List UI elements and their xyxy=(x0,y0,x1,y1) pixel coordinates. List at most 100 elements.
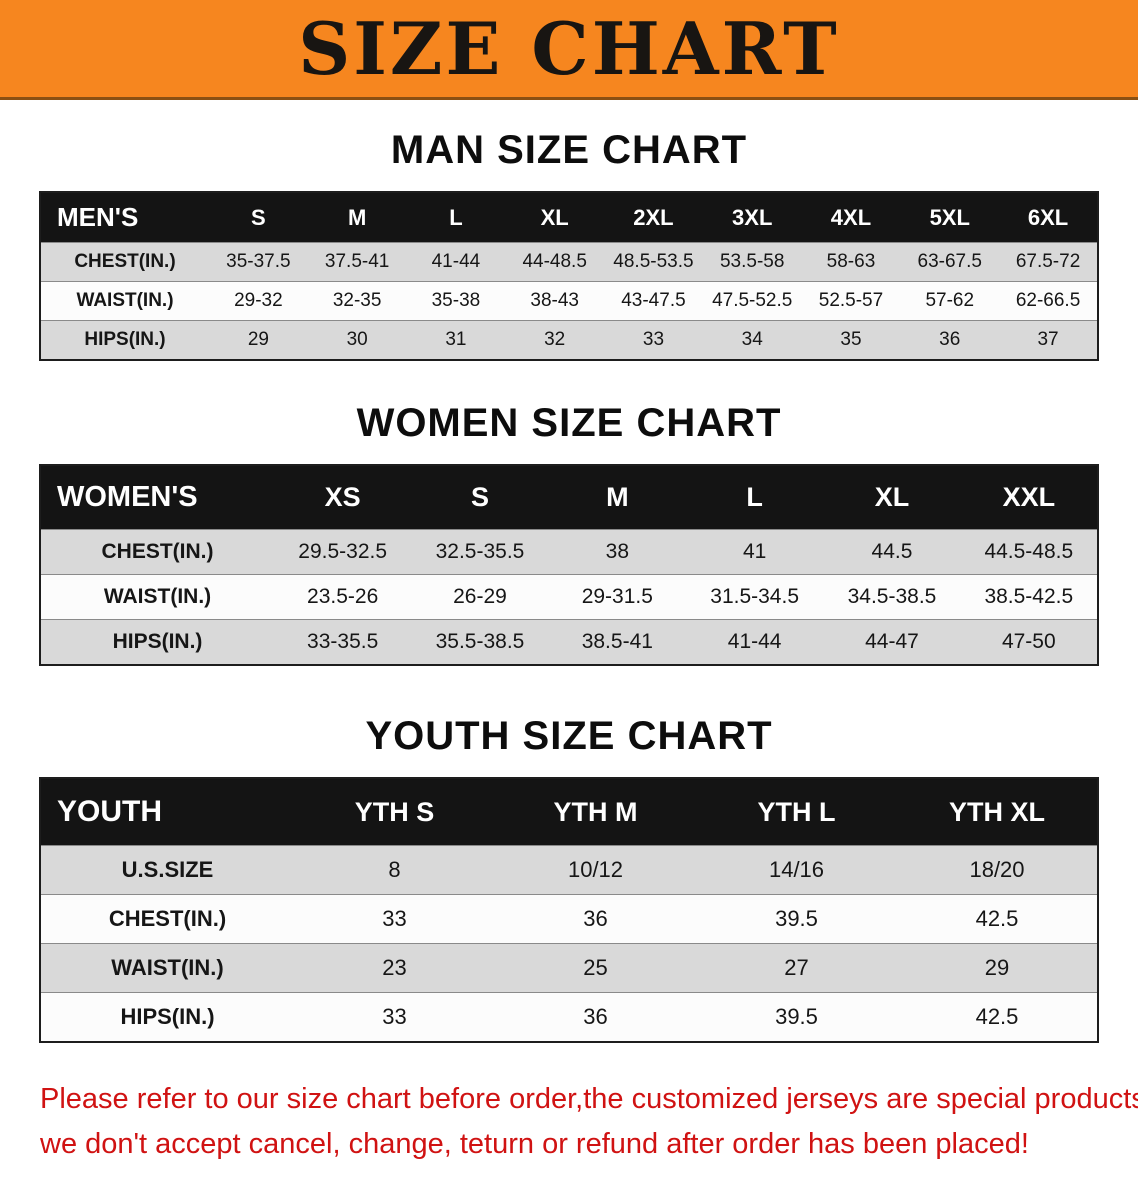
column-header: L xyxy=(685,465,824,530)
table-cell: 23 xyxy=(294,943,495,993)
table-cell: 44-47 xyxy=(823,619,961,665)
youth-section-heading: YOUTH SIZE CHART xyxy=(365,714,773,758)
table-cell: 32.5-35.5 xyxy=(411,529,549,575)
table-cell: 18/20 xyxy=(897,845,1098,895)
size-chart-banner: SIZE CHART xyxy=(0,0,1138,100)
table-cell: 36 xyxy=(900,320,1000,360)
disclaimer-text: Please refer to our size chart before or… xyxy=(40,1077,1138,1167)
table-row: HIPS(IN.) 33 36 39.5 42.5 xyxy=(40,992,1098,1042)
table-cell: 26-29 xyxy=(411,574,549,620)
table-cell: 14/16 xyxy=(696,845,897,895)
table-cell: 38.5-42.5 xyxy=(960,574,1098,620)
column-header: YTH S xyxy=(294,778,495,846)
table-cell: 29 xyxy=(897,943,1098,993)
table-cell: 8 xyxy=(294,845,495,895)
table-cell: 43-47.5 xyxy=(604,281,703,321)
column-header: YTH L xyxy=(696,778,897,846)
table-cell: 47-50 xyxy=(960,619,1098,665)
table-cell: 32-35 xyxy=(307,281,407,321)
table-cell: 52.5-57 xyxy=(801,281,901,321)
column-header: L xyxy=(406,192,506,243)
table-cell: 62-66.5 xyxy=(999,281,1098,321)
table-cell: 41-44 xyxy=(406,242,506,282)
column-header: S xyxy=(411,465,549,530)
disclaimer-line-1: Please refer to our size chart before or… xyxy=(40,1083,1138,1115)
column-header: 6XL xyxy=(999,192,1098,243)
table-cell: 34 xyxy=(702,320,802,360)
table-cell: 42.5 xyxy=(897,992,1098,1042)
table-cell: 39.5 xyxy=(696,894,897,944)
column-header: S xyxy=(209,192,308,243)
table-row: WAIST(IN.) 29-32 32-35 35-38 38-43 43-47.5 47.… xyxy=(40,281,1098,321)
table-cell: 29-31.5 xyxy=(548,574,686,620)
table-cell: 37 xyxy=(999,320,1098,360)
table-cell: 10/12 xyxy=(495,845,696,895)
table-cell: 44.5-48.5 xyxy=(960,529,1098,575)
table-title-cell: WOMEN'S xyxy=(40,465,274,530)
table-cell: 41-44 xyxy=(685,619,824,665)
table-cell: 48.5-53.5 xyxy=(604,242,703,282)
row-label: HIPS(IN.) xyxy=(40,619,274,665)
table-cell: 23.5-26 xyxy=(274,574,412,620)
table-row: U.S.SIZE 8 10/12 14/16 18/20 xyxy=(40,845,1098,895)
column-header: M xyxy=(307,192,407,243)
column-header: 4XL xyxy=(801,192,901,243)
table-cell: 38-43 xyxy=(505,281,605,321)
row-label: WAIST(IN.) xyxy=(40,943,294,993)
table-cell: 67.5-72 xyxy=(999,242,1098,282)
column-header: 5XL xyxy=(900,192,1000,243)
table-cell: 27 xyxy=(696,943,897,993)
table-cell: 29.5-32.5 xyxy=(274,529,412,575)
womens-section-heading: WOMEN SIZE CHART xyxy=(356,401,782,445)
table-cell: 58-63 xyxy=(801,242,901,282)
table-cell: 44.5 xyxy=(823,529,961,575)
row-label: CHEST(IN.) xyxy=(40,529,274,575)
table-cell: 35 xyxy=(801,320,901,360)
disclaimer-line-2: we don't accept cancel, change, teturn o… xyxy=(40,1127,1029,1160)
table-title-cell: YOUTH xyxy=(40,778,294,846)
page-title: SIZE CHART xyxy=(298,5,840,91)
row-label: HIPS(IN.) xyxy=(40,992,294,1042)
row-label: CHEST(IN.) xyxy=(40,894,294,944)
column-header: XL xyxy=(823,465,961,530)
table-title-cell: MEN'S xyxy=(40,192,209,243)
table-row: CHEST(IN.) 29.5-32.5 32.5-35.5 38 41 44.5 44.5… xyxy=(40,529,1098,575)
table-cell: 42.5 xyxy=(897,894,1098,944)
table-cell: 33 xyxy=(294,992,495,1042)
table-cell: 33-35.5 xyxy=(274,619,412,665)
womens-size-table: WOMEN'S XS S M L XL XXL CHEST(IN.) 29.5-32.5 32.5… xyxy=(39,464,1099,666)
womens-section: WOMEN SIZE CHART WOMEN'S XS S M L XL XXL CHEST(… xyxy=(0,401,1138,666)
header-row: MEN'S S M L XL 2XL 3XL 4XL 5XL 6XL xyxy=(40,192,1098,243)
table-row: WAIST(IN.) 23.5-26 26-29 29-31.5 31.5-34.5 34… xyxy=(40,574,1098,620)
mens-section: MAN SIZE CHART MEN'S S M L XL 2XL 3XL 4XL 5XL 6XL… xyxy=(0,128,1138,361)
column-header: XXL xyxy=(960,465,1098,530)
table-cell: 29-32 xyxy=(209,281,308,321)
column-header: XS xyxy=(274,465,412,530)
row-label: WAIST(IN.) xyxy=(40,574,274,620)
table-cell: 25 xyxy=(495,943,696,993)
column-header: 3XL xyxy=(702,192,802,243)
table-cell: 63-67.5 xyxy=(900,242,1000,282)
column-header: M xyxy=(548,465,686,530)
table-cell: 36 xyxy=(495,992,696,1042)
youth-section: YOUTH SIZE CHART YOUTH YTH S YTH M YTH L YTH… xyxy=(0,714,1138,1043)
header-row: YOUTH YTH S YTH M YTH L YTH XL xyxy=(40,778,1098,846)
table-cell: 38.5-41 xyxy=(548,619,686,665)
table-cell: 41 xyxy=(685,529,824,575)
row-label: HIPS(IN.) xyxy=(40,320,209,360)
table-cell: 35-37.5 xyxy=(209,242,308,282)
table-row: CHEST(IN.) 35-37.5 37.5-41 41-44 44-48.5 48.5… xyxy=(40,242,1098,282)
header-row: WOMEN'S XS S M L XL XXL xyxy=(40,465,1098,530)
mens-size-table: MEN'S S M L XL 2XL 3XL 4XL 5XL 6XL CHEST(IN.) 35-37… xyxy=(39,191,1099,361)
column-header: 2XL xyxy=(604,192,703,243)
mens-section-heading: MAN SIZE CHART xyxy=(390,128,748,172)
row-label: WAIST(IN.) xyxy=(40,281,209,321)
table-row: HIPS(IN.) 33-35.5 35.5-38.5 38.5-41 41-44 44-… xyxy=(40,619,1098,665)
table-cell: 31.5-34.5 xyxy=(685,574,824,620)
table-cell: 32 xyxy=(505,320,605,360)
table-row: WAIST(IN.) 23 25 27 29 xyxy=(40,943,1098,993)
table-cell: 31 xyxy=(406,320,506,360)
row-label: CHEST(IN.) xyxy=(40,242,209,282)
table-cell: 36 xyxy=(495,894,696,944)
